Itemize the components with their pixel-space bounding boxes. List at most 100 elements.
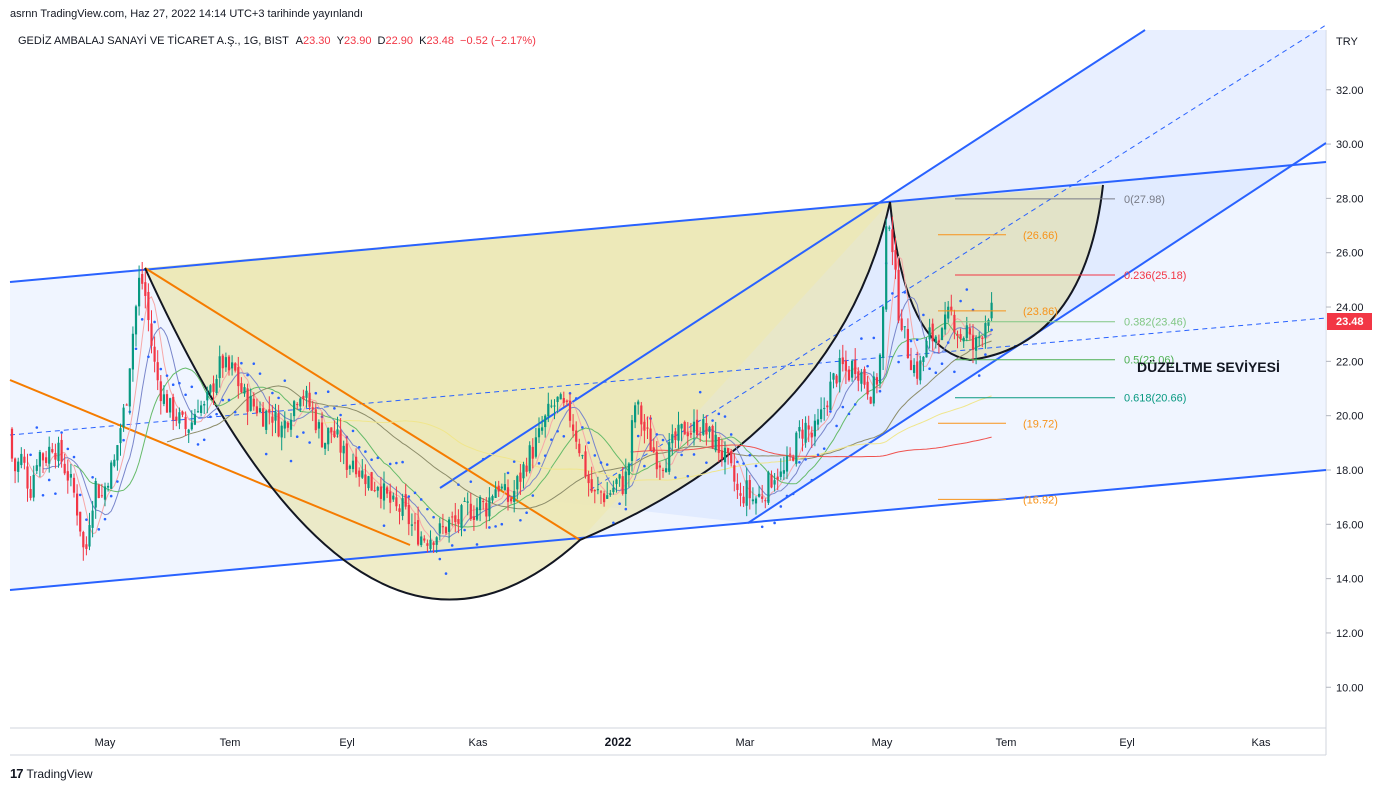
sar-dot [252,362,256,365]
x-axis[interactable]: May Tem Eyl Kas 2022 Mar May Tem Eyl Kas [95,735,1271,749]
candle-body [559,394,562,400]
symbol-name: GEDİZ AMBALAJ SANAYİ VE TİCARET A.Ş., 1G… [18,35,289,47]
sar-dot [698,390,702,394]
sar-dot [258,372,262,375]
sar-dot [891,292,894,295]
candle-body [320,422,324,448]
sar-dot [990,328,993,332]
candle-body [382,483,386,501]
candle-body [714,434,717,451]
sar-dot [866,364,869,368]
candle-body [751,499,754,502]
candle-body [758,493,761,497]
sar-dot [779,505,783,508]
sar-dot [525,511,528,514]
candle-body [711,425,714,449]
candle-body [82,532,85,548]
tradingview-brand[interactable]: 17 TradingView [10,766,93,781]
candle-body [863,369,866,385]
candle-body [190,422,193,430]
candle-body [661,469,665,471]
sar-dot [488,526,491,529]
candles [10,216,993,561]
candle-body [925,340,928,358]
x-tick-label: Tem [220,737,241,749]
candle-body [730,451,733,464]
candle-body [671,434,674,444]
candle-body [404,494,407,507]
sar-dot [475,543,479,546]
candle-body [702,419,705,435]
candle-body [314,409,317,431]
last-price-tag: 23.48 [1327,313,1372,330]
sar-dot [233,410,237,414]
sar-dot [438,557,442,561]
candle-body [91,510,94,528]
symbol-legend[interactable]: GEDİZ AMBALAJ SANAYİ VE TİCARET A.Ş., 1G… [18,35,536,47]
annotation-duzeltme: DÜZELTME SEVİYESİ [1137,359,1280,375]
candle-body [810,432,813,438]
candle-body [491,496,494,501]
candle-body [568,400,572,421]
candle-body [237,367,240,387]
candle-body [234,363,237,371]
low-value: 22.90 [385,35,414,47]
candle-body [745,480,748,506]
candle-body [429,539,432,550]
sar-dot [264,452,268,456]
change-value: −0.52 (−2.17%) [460,35,536,47]
candle-body [578,443,581,454]
candle-body [178,412,181,424]
y-axis[interactable]: 10.00 12.00 14.00 16.00 18.00 20.00 22.00 24.00… [1326,85,1364,695]
candle-body [51,449,54,453]
candle-body [556,396,559,403]
candle-body [172,396,175,420]
candle-body [169,398,172,413]
candle-body [773,480,776,485]
candle-body [736,483,739,490]
candle-body [680,423,683,429]
candle-body [646,427,649,429]
candle-body [785,455,789,472]
sar-dot [494,525,497,528]
target-level-label: (26.66) [1023,230,1058,242]
y-tick-label: 16.00 [1336,519,1364,531]
candle-body [88,525,91,547]
candle-body [770,474,773,488]
sar-dot [85,518,88,521]
candle-body [928,327,931,340]
candle-body [203,404,206,406]
candle-body [971,335,975,350]
dashed-mid-line-1 [9,317,1327,436]
fib-level-label: 0.236(25.18) [1124,270,1186,282]
cup-fill [145,202,890,600]
candle-body [748,479,751,499]
candle-body [962,337,965,342]
candle-body [69,473,72,478]
publish-line: asrnn TradingView.com, Haz 27, 2022 14:1… [10,8,363,20]
candle-body [779,471,782,477]
sar-dot [240,361,243,365]
candle-body [534,437,537,457]
candle-body [919,360,922,381]
candle-body [66,471,69,481]
candle-body [243,387,246,394]
candle-body [637,401,640,405]
candle-body [739,493,742,496]
candle-body [634,405,637,423]
candle-body [609,493,612,495]
x-tick-label: Eyl [1119,737,1134,749]
candle-body [506,487,510,502]
candle-body [255,406,258,414]
sar-dot [853,403,857,406]
sar-dot [711,419,714,422]
sar-dot [289,459,293,463]
candle-body [423,538,426,541]
candle-body [116,445,119,461]
candle-body [875,377,878,385]
open-label: A [295,35,304,47]
candle-body [900,318,903,330]
x-tick-label: Eyl [339,737,354,749]
target-level-label: (23.86) [1023,306,1058,318]
